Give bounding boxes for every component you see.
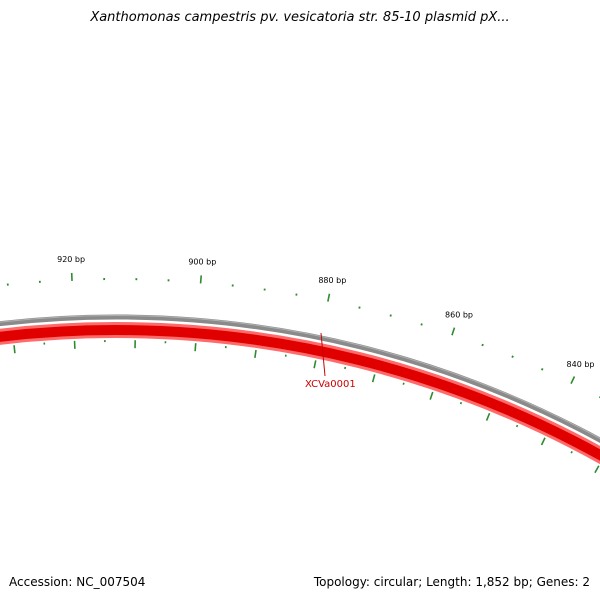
plasmid-backbone <box>0 314 600 444</box>
gene-XCVa0001-feature[interactable] <box>0 325 600 564</box>
inner-tick-860 <box>429 391 434 400</box>
inner-tick-840 <box>540 437 546 446</box>
inner-tick-880 <box>313 360 317 369</box>
plasmid-backbone-inner-line <box>0 315 600 440</box>
outer-tick-900 <box>199 275 203 284</box>
outer-tick-850 <box>511 355 514 358</box>
inner-tick-855 <box>459 401 463 405</box>
gene-label-leader <box>320 332 326 377</box>
inner-tick-835 <box>570 450 573 454</box>
map-title: Xanthomonas campestris pv. vesicatoria s… <box>90 10 510 25</box>
tick-label-840: 840 bp <box>567 360 595 369</box>
accession-label: Accession: NC_007504 <box>9 575 146 589</box>
gene-XCVa0001-outline <box>0 322 600 465</box>
tick-label-920: 920 bp <box>57 255 85 264</box>
outer-tick-845 <box>540 368 544 371</box>
inner-tick-850 <box>485 412 491 421</box>
outer-tick-840 <box>570 376 576 385</box>
inner-tick-830 <box>594 465 600 474</box>
outer-tick-870 <box>389 314 392 317</box>
outer-tick-865 <box>420 323 423 326</box>
tick-label-880: 880 bp <box>318 276 346 285</box>
tick-label-900: 900 bp <box>188 258 216 267</box>
topology-summary-label: Topology: circular; Length: 1,852 bp; Ge… <box>313 575 590 589</box>
outer-tick-855 <box>481 343 484 347</box>
inner-tick-845 <box>515 424 519 428</box>
inner-tick-track <box>13 340 600 474</box>
inner-tick-870 <box>371 374 376 383</box>
outer-tick-860 <box>451 327 456 336</box>
inner-tick-930 <box>13 345 16 354</box>
gene-label-XCVa0001[interactable]: XCVa0001 <box>305 379 356 390</box>
inner-tick-865 <box>402 382 405 385</box>
tick-label-860: 860 bp <box>445 310 473 319</box>
inner-tick-900 <box>194 343 197 352</box>
outer-tick-track <box>6 272 600 399</box>
outer-tick-880 <box>327 293 331 302</box>
inner-tick-890 <box>254 349 257 358</box>
